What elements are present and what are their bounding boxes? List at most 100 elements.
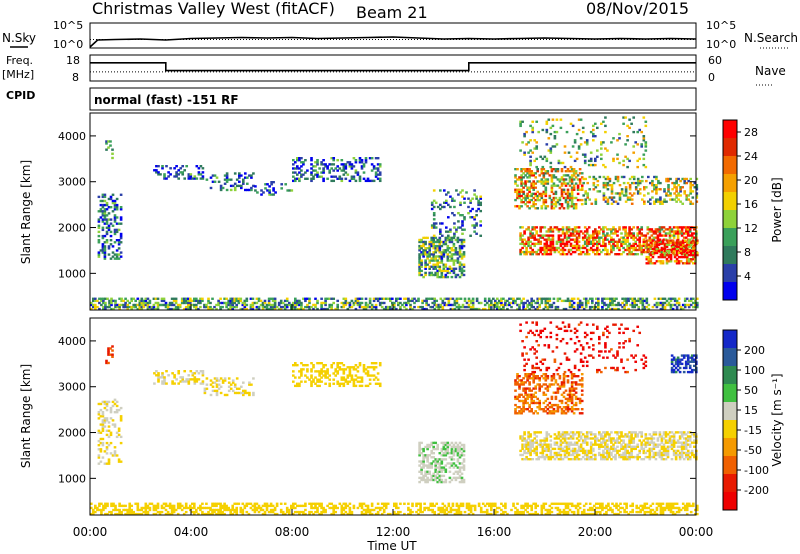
velocity-cell [613,504,616,508]
power-cell [420,259,423,262]
power-cell [271,305,275,309]
power-cell [471,207,474,211]
velocity-cell [429,508,433,512]
velocity-cell [540,508,544,512]
power-cell [432,253,436,256]
power-cell [668,228,672,231]
velocity-cell [144,504,148,508]
velocity-cell [540,504,544,508]
power-cell [665,262,669,265]
power-cell [618,246,621,250]
velocity-cell [425,506,428,510]
power-cell [219,301,222,305]
power-cell [320,303,323,307]
power-cell [645,297,649,300]
power-cell [594,135,597,138]
power-cell [638,238,642,241]
power-cell [403,297,406,300]
power-cell [519,253,522,256]
power-cell [296,299,299,303]
power-cell [689,177,693,181]
power-cell [544,182,548,185]
power-cell [350,175,354,178]
velocity-cell [368,510,372,514]
power-cell [312,177,315,180]
power-cell [661,253,665,257]
power-cell [148,301,152,305]
power-cell [430,257,434,260]
velocity-cell [146,512,150,516]
power-cell [370,305,374,309]
power-cell [566,190,570,194]
power-cell [679,188,682,191]
power-cell [90,303,93,307]
power-cell [531,242,535,246]
velocity-cell [173,376,176,379]
velocity-cell [601,504,604,508]
power-cell [583,226,587,229]
power-cell [645,299,649,303]
velocity-cell [429,502,433,505]
power-cell [604,236,607,239]
power-cell [669,258,673,261]
power-cell [675,239,679,242]
power-cell [103,255,107,258]
power-cell [199,165,203,168]
power-cell [441,234,444,237]
velocity-cell [395,502,398,505]
power-cell [602,120,605,123]
power-cell [97,226,101,229]
velocity-cell [536,504,540,508]
power-cell [105,241,109,244]
power-cell [618,248,621,252]
velocity-cell [154,504,158,508]
power-cell [547,228,551,231]
power-cell [117,239,121,242]
power-cell [642,250,646,254]
velocity-cell [316,378,319,381]
power-cell [572,203,576,206]
power-cell [651,255,655,259]
power-cell [442,275,446,279]
power-cell [583,161,587,165]
power-cell [661,305,665,309]
velocity-cell [409,510,412,514]
power-cell [521,246,524,250]
power-cell [652,230,656,233]
power-cell [438,238,442,242]
power-cell [109,239,113,242]
velocity-cell [516,510,519,514]
velocity-cell [556,508,560,512]
power-cell [225,297,228,300]
power-cell [462,255,466,258]
velocity-cell [609,506,612,510]
power-cell [103,245,107,248]
velocity-cell [411,504,414,508]
power-cell [312,303,315,307]
power-cell [176,303,180,307]
power-cell [103,210,107,213]
power-cell [684,228,688,231]
power-cell [687,179,691,183]
power-cell [281,301,285,305]
power-cell [527,228,530,231]
power-cell [374,157,378,160]
velocity-cell [417,508,420,512]
power-cell [261,303,265,307]
velocity-cell [659,506,663,510]
power-cell [324,307,327,311]
velocity-cell [163,380,166,383]
velocity-cell [322,510,325,514]
power-cell [596,232,599,235]
power-cell [448,255,452,258]
power-cell [443,205,446,209]
power-cell [656,228,660,231]
velocity-cell [148,508,152,512]
power-cell [426,251,429,254]
velocity-cell [107,460,111,463]
power-cell [527,238,530,241]
velocity-cell [115,400,119,404]
power-cell [576,307,580,311]
power-cell [634,236,638,239]
